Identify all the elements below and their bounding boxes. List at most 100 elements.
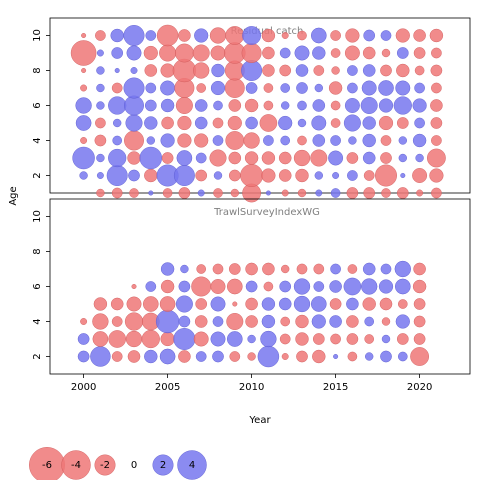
bubble	[228, 99, 242, 112]
bubble	[195, 169, 208, 182]
bubble	[416, 189, 424, 197]
bubble	[398, 351, 408, 362]
bubble	[160, 133, 175, 148]
bubble	[245, 262, 258, 276]
bubble	[414, 117, 425, 129]
bubble	[245, 315, 258, 328]
bubble	[348, 136, 357, 145]
bubble	[365, 352, 374, 361]
bubble	[124, 95, 144, 116]
bubble	[178, 280, 191, 293]
panel-trawl-survey-index: TrawlSurveyIndexWG 2 4 6 8 10	[32, 198, 471, 375]
bubble	[328, 81, 343, 95]
bubble	[172, 58, 197, 83]
legend-label: 0	[131, 460, 137, 471]
bubble	[194, 99, 208, 112]
bubble	[125, 114, 143, 132]
bubble	[398, 299, 408, 309]
bubble	[412, 168, 428, 183]
bubble	[380, 263, 392, 275]
bubble	[312, 349, 326, 364]
bubble	[396, 333, 409, 345]
bubble	[178, 187, 191, 199]
bubble	[310, 27, 327, 44]
bubble	[330, 48, 341, 58]
bubble	[380, 350, 392, 363]
bubble	[330, 263, 341, 275]
bubble	[362, 151, 376, 165]
bubble	[145, 281, 157, 292]
y-tick-label: 6	[32, 102, 43, 108]
bubble	[295, 332, 309, 346]
bubble	[111, 351, 123, 362]
bubble	[144, 99, 157, 112]
bubble	[123, 25, 145, 46]
x-axis-title: Year	[248, 415, 271, 426]
bubble	[260, 330, 277, 348]
bubble	[196, 83, 206, 93]
bubble	[394, 278, 411, 295]
bubble	[195, 152, 207, 164]
bubble	[123, 77, 145, 99]
bubble	[212, 263, 224, 275]
bubble	[344, 45, 360, 61]
bubble	[362, 46, 376, 60]
bubble	[379, 297, 393, 311]
bubble	[329, 315, 342, 328]
bubble	[362, 64, 376, 77]
bubble	[227, 115, 242, 131]
legend-bubble	[152, 454, 174, 476]
bubble	[111, 82, 123, 94]
bubble	[148, 190, 154, 196]
bubble	[295, 314, 309, 329]
y-tick-label: 8	[32, 67, 43, 73]
bubble	[279, 64, 292, 77]
bubble	[75, 115, 92, 131]
bubble	[79, 171, 88, 180]
x-tick-label: 2005	[155, 382, 180, 393]
bubble	[261, 151, 276, 165]
bubble	[378, 115, 394, 131]
bubble	[159, 296, 176, 312]
bubble	[155, 309, 180, 334]
bubble	[395, 314, 410, 329]
bubble	[145, 82, 157, 94]
bubble	[159, 348, 176, 365]
x-tick-label: 2000	[71, 382, 96, 393]
bubble	[413, 315, 426, 328]
bubble	[209, 27, 227, 44]
bubble	[314, 83, 323, 93]
y-tick-label: 6	[32, 283, 43, 289]
bubble	[243, 132, 260, 149]
bubble	[228, 263, 241, 275]
bubble	[226, 278, 243, 295]
legend-label: 4	[189, 460, 195, 471]
bubble	[225, 26, 245, 45]
bubble	[126, 296, 142, 312]
bubble	[262, 46, 275, 60]
bubble	[431, 47, 442, 59]
bubble	[177, 133, 192, 148]
bubble	[93, 297, 108, 311]
bubble	[310, 296, 327, 312]
legend-label: -6	[42, 460, 52, 471]
bubble	[381, 48, 391, 58]
bubble	[193, 331, 209, 347]
bubble	[430, 117, 443, 129]
bubble	[297, 30, 307, 41]
bubble	[192, 44, 210, 62]
bubble	[210, 279, 226, 294]
bubble	[361, 80, 377, 96]
bubble	[114, 68, 120, 73]
bubble	[245, 82, 258, 94]
bubble	[247, 334, 256, 344]
bubble	[410, 347, 429, 366]
bubble	[281, 353, 289, 360]
y-tick-label: 4	[32, 318, 43, 324]
bubble	[139, 146, 163, 170]
bubble	[293, 295, 311, 313]
bubble	[280, 135, 290, 146]
bubble	[312, 333, 325, 345]
x-tick-label: 2015	[323, 382, 348, 393]
bubble	[398, 153, 407, 163]
